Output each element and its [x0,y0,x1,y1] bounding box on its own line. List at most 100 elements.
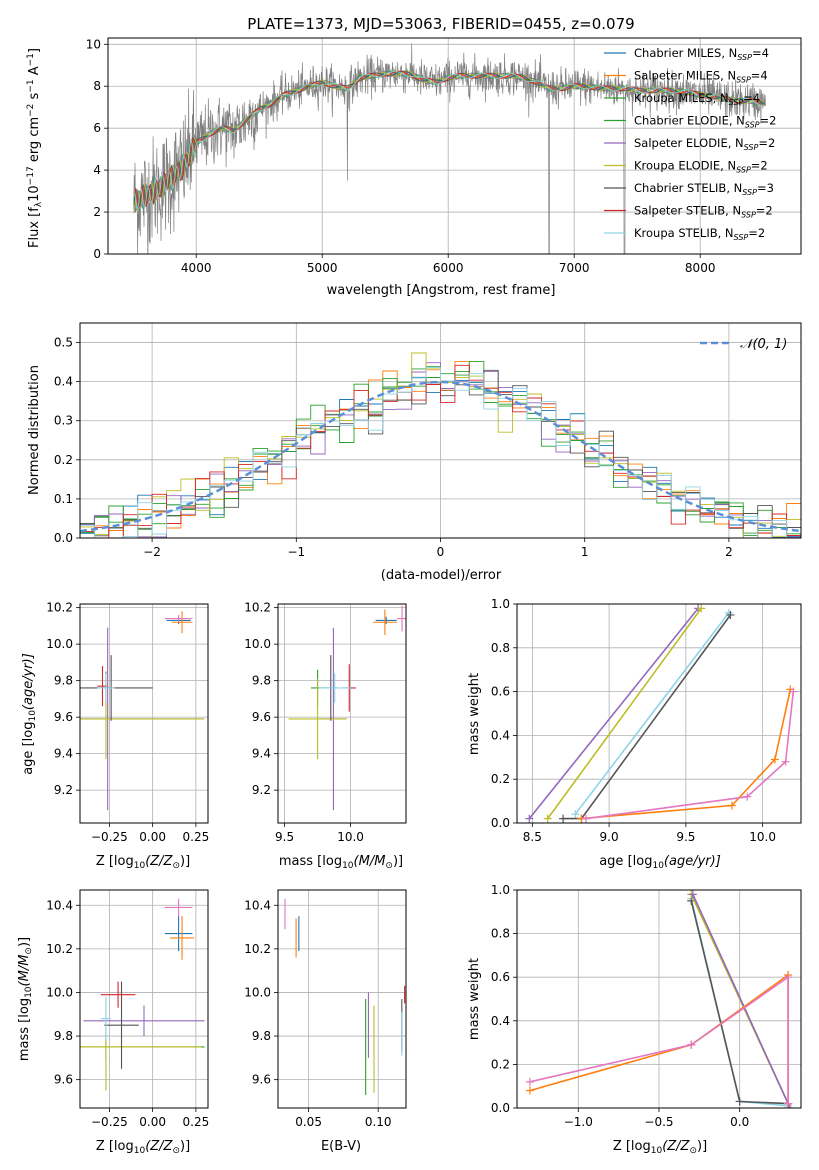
weight_vs_Z-xtick-label: −1.0 [564,1115,593,1129]
legend-label-name: Salpeter MILES, N [634,69,736,83]
legend-label-sub: SSP [745,121,760,130]
weight-vs-age-ylabel: mass weight [467,673,482,755]
weight-series-marker [688,890,697,899]
weight_vs_age-ticks: 8.5 9.0 9.5 10.0 0.0 0.2 0.4 0.6 0.8 1.0 [491,597,776,844]
residual-panel: −2 −1 0 1 2 0.0 0.1 0.2 0.3 0.4 0.5 (data-model)/e… [27,322,802,583]
weight-series-line [529,975,789,1104]
mass_vs_Z-ticks: −0.25 0.00 0.25 9.6 9.8 10.0 10.2 10.4 [46,898,209,1129]
weight-series-marker [784,973,793,982]
age_vs_mass-grid [278,604,406,823]
legend-label-sub: SSP [736,76,751,85]
weight-series-marker [697,604,706,613]
residual-plot-area: −2 −1 0 1 2 0.0 0.1 0.2 0.3 0.4 0.5 [54,322,802,559]
mass_vs_Z-xtick-label: 0.25 [183,1115,210,1129]
legend-label-sub: SSP [744,143,759,152]
legend-label-eq: =4 [752,46,769,60]
legend-label: Salpeter ELODIE, NSSP=2 [634,136,775,152]
errorbar-point [97,673,115,703]
mass_vs_EBV-ytick-label: 9.6 [252,1073,271,1087]
errorbar-point [164,898,193,917]
weight_vs_age-ytick-label: 1.0 [491,597,510,611]
legend-label: Chabrier ELODIE, NSSP=2 [634,114,776,130]
weight_vs_Z-ytick-label: 1.0 [491,883,510,897]
age_vs_Z-ytick-label: 9.6 [54,710,73,724]
weight-series-marker [543,814,552,823]
legend-label-sub: SSP [741,211,756,220]
weight-series-marker [735,1097,744,1106]
age_vs_mass-xtick-label: 10.0 [337,830,364,844]
weight-series-marker [687,1040,696,1049]
age_vs_Z-ytick-label: 10.0 [46,637,73,651]
age_vs_mass-marks [288,605,406,811]
spectrum-panel: 4000 5000 6000 7000 8000 0 2 4 6 8 10 wavelength [… [26,37,802,298]
weight-series-marker [789,687,798,696]
weight-series-line [585,691,795,820]
legend-label: Chabrier STELIB, NSSP=3 [634,181,774,197]
residual-ylabel: Normed distribution [27,365,42,495]
residuals-ytick-label: 0.4 [54,375,73,389]
spectrum-ytick-label: 4 [93,163,101,177]
weight_vs_Z-marks [525,890,794,1108]
model-spectrum-line [133,70,765,210]
errorbar-point [318,673,351,703]
age_vs_Z-xtick-label: −0.25 [91,830,128,844]
errorbar-point [104,981,139,1069]
weight_vs_age-ytick-label: 0.6 [491,685,510,699]
weight-series-marker [784,1099,793,1108]
spectrum-ticks: 4000 5000 6000 7000 8000 0 2 4 6 8 10 [86,37,716,275]
weight-vs-z-xlabel: Z [log10(Z/Z⊙)] [613,1139,707,1156]
legend-label-eq: =2 [756,204,773,218]
legend-label: 𝒩(0, 1) [740,337,787,352]
residuals-xtick-label: 1 [581,545,589,559]
age_vs_Z-xtick-label: 0.25 [183,830,210,844]
weight-series-line [528,607,699,820]
weight_vs_age-ytick-label: 0.8 [491,641,510,655]
errorbar-point [100,996,112,1041]
legend-label: Kroupa STELIB, NSSP=2 [634,226,765,242]
mass_vs_Z-xtick-label: −0.25 [91,1115,128,1129]
age_vs_mass-ytick-label: 9.8 [252,674,271,688]
legend-label-eq: =4 [743,91,760,105]
figure-title: PLATE=1373, MJD=53063, FIBERID=0455, z=0… [247,15,634,33]
age_vs_mass-ytick-label: 9.2 [252,783,271,797]
mass-vs-ebv-panel: 0.05 0.10 9.6 9.8 10.0 10.2 10.4 E(B-V) [244,889,407,1154]
age_vs_Z-ytick-label: 9.8 [54,674,73,688]
age_vs_Z-frame [79,603,209,824]
spectrum-ytick-label: 6 [93,121,101,135]
weight_vs_Z-xtick-label: −0.5 [644,1115,673,1129]
mass_vs_Z-ytick-label: 10.2 [46,942,73,956]
spectrum-marks [133,43,766,254]
model-spectrum-line [133,70,765,214]
mass_vs_EBV-grid [278,890,406,1108]
weight-series-marker [770,755,779,764]
mass_vs_EBV-marks [284,898,406,1095]
legend-label-name: Kroupa ELODIE, N [634,159,736,173]
weight-vs-z-ylabel: mass weight [467,958,482,1040]
gaussian-reference-curve [80,380,801,533]
mass_vs_EBV-frame [277,889,407,1109]
weight_vs_age-ytick-label: 0.2 [491,772,510,786]
weight_vs_Z-ticks: −1.0 −0.5 0.0 0.0 0.2 0.4 0.6 0.8 1.0 [491,883,749,1129]
mass_vs_Z-ytick-label: 9.6 [54,1073,73,1087]
spectrum-frame [107,37,802,255]
errorbar-point [288,678,347,760]
spectrum-xtick-label: 6000 [433,261,464,275]
model-spectrum-line [133,70,765,208]
legend-label: Salpeter MILES, NSSP=4 [634,69,768,85]
legend-label-sub: SSP [729,98,744,107]
age-vs-mass-plot-area: 9.5 10.0 9.2 9.4 9.6 9.8 10.0 10.2 [244,601,407,844]
weight_vs_Z-ytick-label: 0.8 [491,927,510,941]
residual-legend: 𝒩(0, 1) [700,337,787,352]
mass_vs_EBV-xtick-label: 0.05 [295,1115,322,1129]
mass_vs_Z-xtick-label: 0.00 [139,1115,166,1129]
residuals-ytick-label: 0.1 [54,492,73,506]
weight-series-marker [525,814,534,823]
weight_vs_age-ytick-label: 0.4 [491,728,510,742]
legend-label-eq: =2 [748,226,765,240]
spectrum-xtick-label: 5000 [307,261,338,275]
residuals-ticks: −2 −1 0 1 2 0.0 0.1 0.2 0.3 0.4 0.5 [54,336,733,559]
weight-vs-age-xlabel: age [log10(age/yr)] [599,854,721,871]
errorbar-point [169,916,195,960]
age_vs_mass-ytick-label: 10.0 [244,637,271,651]
residuals-ytick-label: 0.5 [54,336,73,350]
